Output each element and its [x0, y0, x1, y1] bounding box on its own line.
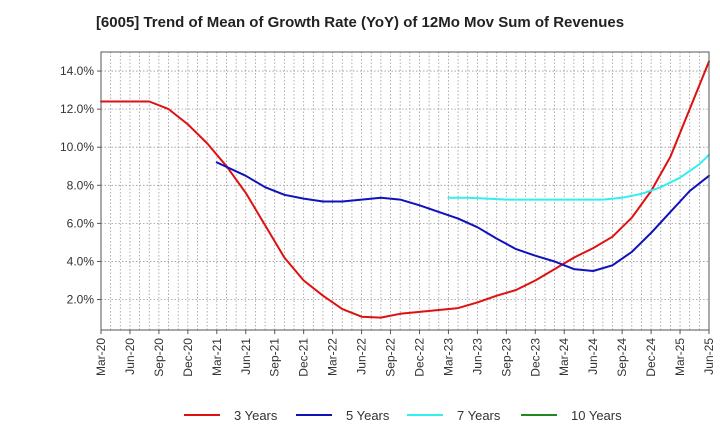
plot-area [101, 52, 709, 330]
x-tick-label: Mar-21 [210, 338, 224, 376]
y-tick-label: 14.0% [60, 64, 94, 78]
series-line-3-years [100, 60, 710, 319]
legend: 3 Years 5 Years 7 Years 10 Years [0, 404, 720, 426]
x-tick-label: Jun-21 [239, 338, 253, 375]
y-tick-label: 4.0% [67, 254, 95, 268]
x-tick-label: Mar-23 [441, 338, 455, 376]
x-tick-label: Jun-20 [123, 338, 137, 375]
series-line-7-years [447, 153, 710, 201]
x-tick-label: Jun-25 [702, 338, 716, 375]
x-tick-label: Jun-24 [586, 338, 600, 375]
chart-plot: 2.0% 4.0% 6.0% 8.0% 10.0% 12.0% 14.0% Mar-20 Ju… [60, 51, 716, 377]
legend-item-10-years: 10 Years [521, 404, 622, 426]
x-tick-label: Mar-22 [326, 338, 340, 376]
y-tick-label: 12.0% [60, 102, 94, 116]
x-axis-ticks: Mar-20 Jun-20 Sep-20 Dec-20 Mar-21 Jun-21 Sep-… [94, 330, 716, 377]
x-tick-label: Sep-22 [384, 338, 398, 377]
x-tick-label: Mar-24 [557, 338, 571, 376]
series-line-5-years [215, 161, 710, 272]
legend-swatch [521, 414, 557, 416]
legend-item-3-years: 3 Years [184, 404, 277, 426]
x-tick-label: Dec-20 [181, 338, 195, 377]
y-axis-ticks: 2.0% 4.0% 6.0% 8.0% 10.0% 12.0% 14.0% [60, 64, 101, 307]
x-tick-label: Jun-22 [355, 338, 369, 375]
plot-frame [100, 51, 710, 331]
x-tick-label: Sep-20 [152, 338, 166, 377]
legend-item-5-years: 5 Years [296, 404, 389, 426]
legend-label: 3 Years [234, 407, 278, 423]
x-tick-label: Sep-24 [615, 338, 629, 377]
grid-lines [100, 52, 710, 330]
x-tick-label: Jun-23 [470, 338, 484, 375]
y-tick-label: 6.0% [67, 216, 95, 230]
legend-swatch [407, 414, 443, 416]
y-tick-label: 8.0% [67, 178, 95, 192]
legend-swatch [184, 414, 220, 416]
series-lines [100, 60, 710, 319]
y-tick-label: 10.0% [60, 140, 94, 154]
x-tick-label: Sep-23 [499, 338, 513, 377]
legend-label: 7 Years [457, 407, 501, 423]
x-tick-label: Dec-21 [297, 338, 311, 377]
x-tick-label: Mar-25 [673, 338, 687, 376]
chart-title: [6005] Trend of Mean of Growth Rate (YoY… [95, 14, 625, 31]
y-tick-label: 2.0% [67, 293, 95, 307]
legend-item-7-years: 7 Years [407, 404, 500, 426]
x-tick-label: Dec-23 [528, 338, 542, 377]
x-tick-label: Mar-20 [94, 338, 108, 376]
legend-label: 10 Years [571, 407, 622, 423]
legend-swatch [296, 414, 332, 416]
legend-label: 5 Years [346, 407, 390, 423]
x-tick-label: Sep-21 [268, 338, 282, 377]
x-tick-label: Dec-24 [644, 338, 658, 377]
x-tick-label: Dec-22 [412, 338, 426, 377]
